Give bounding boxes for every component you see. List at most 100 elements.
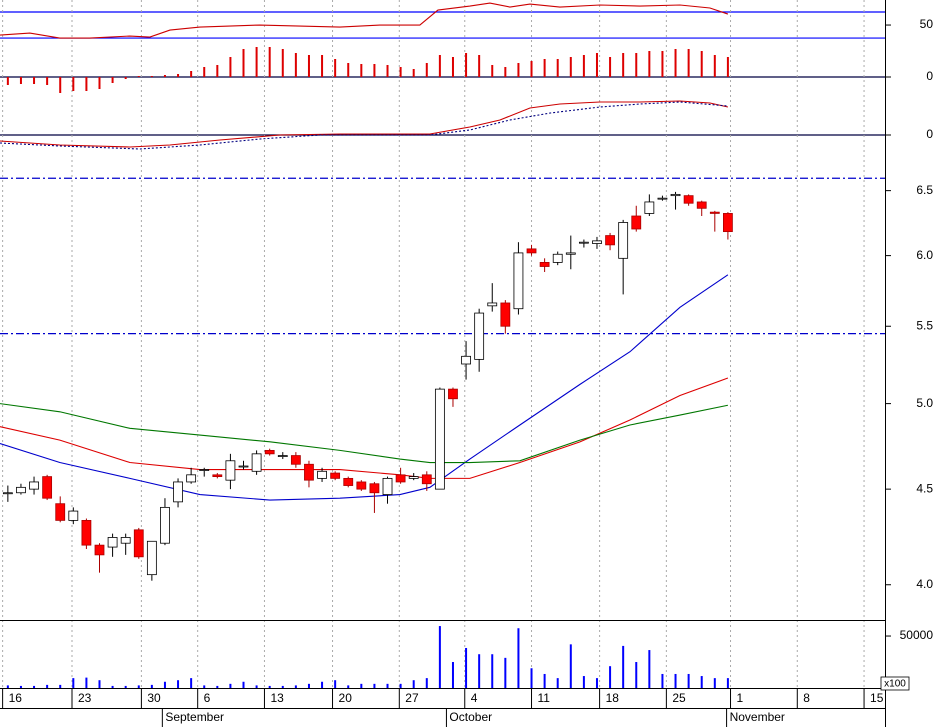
bar — [307, 683, 310, 688]
bar — [321, 55, 324, 77]
bar — [46, 684, 49, 688]
bar — [85, 77, 88, 91]
bar — [399, 683, 402, 688]
candle-body — [565, 252, 576, 255]
bar — [687, 673, 690, 688]
bar — [726, 57, 729, 77]
line-series — [0, 2, 729, 39]
candle-body — [683, 195, 694, 204]
bar — [281, 685, 284, 688]
x-tick-label: 11 — [538, 691, 551, 705]
bar — [726, 678, 729, 688]
bar — [6, 77, 9, 85]
bar — [137, 76, 140, 77]
bar — [661, 51, 664, 77]
y-tick-label: 5.5 — [916, 318, 933, 332]
bar — [150, 76, 153, 77]
bar — [609, 57, 612, 77]
bar — [674, 49, 677, 77]
bar — [582, 676, 585, 688]
candle-body — [709, 211, 720, 214]
x-tick-label: 16 — [9, 691, 23, 705]
line-series — [0, 100, 729, 148]
bar — [72, 77, 75, 91]
candle-body — [618, 222, 629, 259]
candle-body — [55, 503, 66, 521]
candle-body — [304, 463, 314, 481]
candle-body — [631, 215, 642, 230]
bar — [321, 681, 324, 688]
bar — [242, 49, 245, 77]
bar — [268, 685, 271, 688]
unit-box — [880, 676, 910, 691]
candle-body — [513, 252, 524, 310]
candle-body — [225, 460, 236, 481]
bar — [386, 65, 389, 77]
x-tick-label: 15 — [870, 691, 884, 705]
candle-body — [317, 470, 327, 479]
bar — [163, 75, 166, 77]
bar — [425, 63, 428, 77]
bar — [360, 683, 363, 688]
bar — [595, 53, 598, 77]
mark-layer — [0, 2, 733, 688]
candle-body — [42, 476, 53, 499]
bar — [517, 63, 520, 77]
candle-body — [592, 240, 602, 244]
bar — [465, 647, 468, 688]
y-tick-label: 6.5 — [916, 183, 933, 197]
candle-body — [16, 486, 26, 494]
bar — [582, 55, 585, 77]
bar — [334, 59, 337, 77]
candle-body — [212, 474, 223, 478]
bar — [268, 47, 271, 77]
x-tick-label: 25 — [672, 691, 686, 705]
bar — [229, 57, 232, 77]
candle-body — [251, 453, 262, 472]
bar — [491, 65, 494, 77]
bar — [504, 67, 507, 77]
bar — [85, 677, 88, 688]
bar — [216, 685, 219, 688]
candle-body — [448, 388, 458, 400]
bar — [491, 654, 494, 688]
x-tick-label: 27 — [405, 691, 419, 705]
x-tick-label: 1 — [737, 691, 744, 705]
bar — [137, 685, 140, 688]
bar — [255, 685, 258, 688]
bar — [98, 77, 101, 89]
bar — [438, 626, 441, 688]
bar — [294, 53, 297, 77]
candle-body — [461, 355, 471, 365]
candle-body — [120, 537, 131, 544]
bar — [190, 678, 193, 688]
bar — [530, 668, 533, 688]
bar — [687, 49, 690, 77]
bar — [556, 678, 559, 688]
y-tick-label: 0 — [926, 127, 933, 141]
bar — [33, 77, 36, 84]
x-tick-label: 4 — [471, 691, 478, 705]
bar — [556, 59, 559, 77]
bar — [399, 67, 402, 77]
bar — [203, 685, 206, 688]
candle-body — [343, 477, 354, 486]
bar — [360, 64, 363, 77]
candle-body — [356, 481, 367, 490]
bar — [190, 71, 193, 77]
bar — [622, 53, 625, 77]
x-tick-label: 13 — [270, 691, 284, 705]
bar — [700, 51, 703, 77]
bar — [412, 680, 415, 688]
bar — [412, 69, 415, 77]
candle-body — [160, 506, 170, 544]
candle-body — [657, 197, 668, 200]
candle-body — [487, 302, 498, 307]
bar — [72, 678, 75, 688]
bar — [19, 77, 22, 84]
candle-body — [2, 492, 13, 495]
candle-body — [696, 201, 707, 209]
bar — [609, 666, 612, 688]
x-tick-label: 18 — [606, 691, 620, 705]
